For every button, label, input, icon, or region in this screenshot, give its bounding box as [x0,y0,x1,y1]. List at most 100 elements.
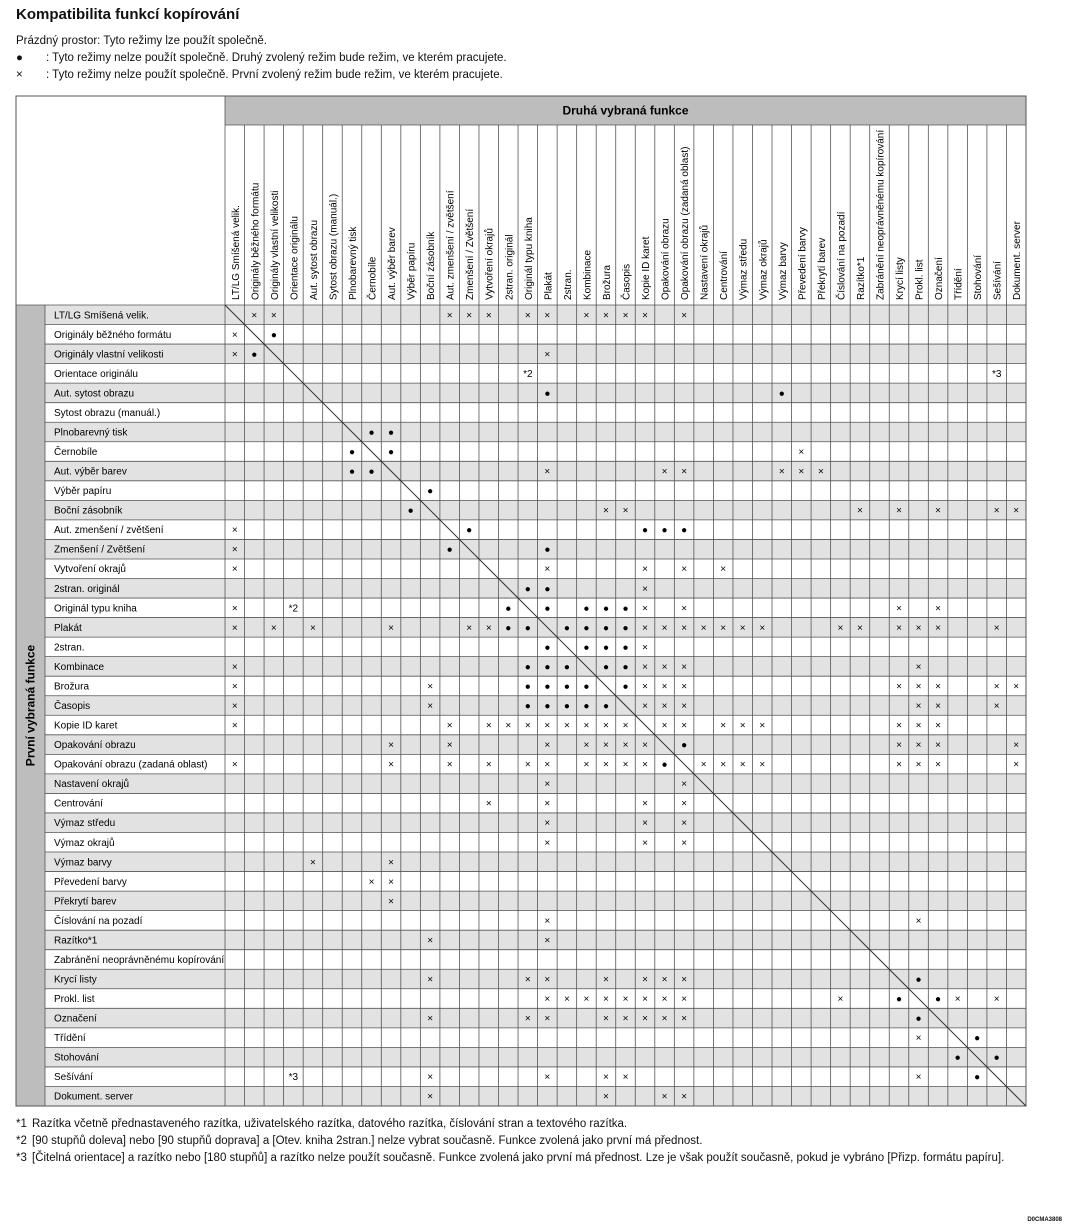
cell-mark: × [603,760,609,771]
cell-mark: × [584,760,590,771]
cell-mark: ● [583,681,589,692]
cell-mark: × [603,1092,609,1103]
cell-mark: × [525,721,531,732]
legend-text: : Tyto režimy nelze použít společně. Dru… [46,52,507,64]
row-shade [45,500,1026,520]
column-label: Označení [934,257,945,300]
cell-mark: × [623,994,629,1005]
cell-mark: × [642,603,648,614]
cell-mark: ● [564,681,570,692]
cell-mark: × [427,681,433,692]
cell-mark: ● [271,330,277,341]
cell-mark: ● [349,467,355,478]
cell-mark: × [544,838,550,849]
cell-mark: ● [603,603,609,614]
cell-mark: × [916,1033,922,1044]
column-label: Aut. zmenšení / zvětšení [446,190,457,300]
cell-mark: × [916,681,922,692]
column-label: Plakát [543,272,554,300]
cell-mark: × [525,975,531,986]
cell-mark: × [994,506,1000,517]
column-label: Prokl. list [915,259,926,300]
cell-mark: ● [622,623,628,634]
row-label: Opakování obrazu [54,740,136,751]
column-label: Brožura [602,265,613,300]
row-shade [45,695,1026,716]
row-shade [45,539,1026,559]
cell-mark: ● [779,388,785,399]
column-label: Krycí listy [895,257,906,300]
footnote: *3 [Čitelná orientace] a razítko nebo [18… [16,1152,1026,1164]
cell-mark: ● [916,975,922,986]
cell-mark: × [466,623,472,634]
legend-text: : Tyto režimy nelze použít společně. Prv… [46,69,503,81]
cell-mark: × [837,994,843,1005]
cell-mark: × [232,525,238,536]
cell-mark: × [798,467,804,478]
cell-mark: × [388,857,394,868]
cell-mark: ● [564,662,570,673]
cell-mark: ● [564,623,570,634]
cell-mark: × [642,760,648,771]
cell-mark: × [701,760,707,771]
cell-mark: × [759,623,765,634]
cell-mark: × [994,681,1000,692]
cell-mark: × [232,545,238,556]
row-label: Kopie ID karet [54,721,118,732]
cell-mark: × [232,721,238,732]
cell-mark: × [662,994,668,1005]
footnote: *1 Razítka včetně přednastaveného razítka… [16,1118,1026,1130]
cell-mark: ● [622,662,628,673]
legend-item: ×: Tyto režimy nelze použít společně. Pr… [16,69,503,81]
cell-mark: ● [369,427,375,438]
cell-mark: × [525,760,531,771]
cell-mark: × [916,760,922,771]
cell-mark: × [603,506,609,517]
cell-mark: × [916,721,922,732]
cell-mark: × [584,994,590,1005]
column-label: Boční zásobník [426,231,437,300]
cell-mark: × [388,740,394,751]
cell-mark: × [681,701,687,712]
row-shade [45,930,1026,950]
cell-mark: × [681,564,687,575]
cell-mark: × [681,623,687,634]
cell-mark: × [935,760,941,771]
column-label: Zabránění neoprávněnému kopírování [875,130,886,300]
cell-mark: ● [994,1053,1000,1064]
row-shade [45,773,1026,794]
row-label: Vytvoření okrajů [54,563,126,575]
cell-mark: × [603,1072,609,1083]
cell-mark: ● [974,1033,980,1044]
cell-mark: × [388,760,394,771]
cell-mark: × [916,623,922,634]
row-label: Číslování na pozadí [54,914,143,927]
column-label: 2stran. [563,269,574,300]
cell-mark: ● [603,662,609,673]
cell-mark: × [486,760,492,771]
cell-mark: × [232,681,238,692]
cell-mark: ● [622,642,628,653]
cell-mark: × [623,721,629,732]
row-shade [45,656,1026,677]
row-label: Originály vlastní velikosti [54,349,163,360]
cell-mark: ● [622,681,628,692]
cell-mark: × [623,1014,629,1025]
cell-mark: × [584,310,590,321]
cell-mark: ● [955,1053,961,1064]
row-shade [45,305,1026,325]
cell-mark: × [232,603,238,614]
row-label: Plnobarevný tisk [54,427,128,438]
row-label: Sešívání [54,1072,93,1083]
cell-mark: × [1013,681,1019,692]
cell-mark: × [681,310,687,321]
cell-mark: × [447,740,453,751]
cell-mark: ● [525,701,531,712]
row-label: Zmenšení / Zvětšení [54,545,145,556]
cell-mark: × [642,818,648,829]
row-label: Výmaz středu [54,818,115,829]
cell-mark: × [544,818,550,829]
cell-mark: × [427,935,433,946]
cell-mark: × [916,916,922,927]
